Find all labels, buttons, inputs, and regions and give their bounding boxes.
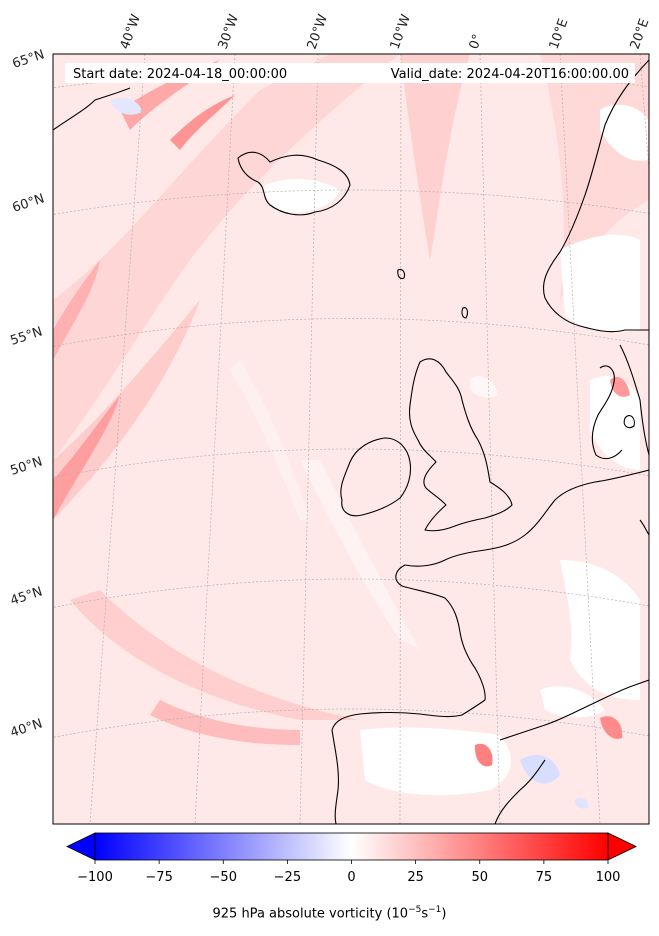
coastline-greenland	[53, 87, 131, 131]
start-date-label: Start date: 2024-04-18_00:00:00	[73, 67, 287, 82]
lat-label-55n: 55°N	[9, 324, 45, 348]
colorbar-label-close: )	[441, 906, 447, 922]
vorticity-streak	[53, 260, 100, 360]
near-zero-patch	[360, 727, 511, 796]
coastline-faroes	[397, 268, 406, 280]
vorticity-band	[230, 360, 310, 520]
longitude-labels: 40°W 30°W 20°W 10°W 0° 10°E 20°E	[118, 12, 653, 51]
colorbar-extend-low	[66, 832, 96, 861]
colorbar-label-text: 925 hPa absolute vorticity (10	[212, 906, 409, 922]
lon-label-0: 0°	[467, 32, 486, 51]
coastline-iceland	[237, 151, 351, 216]
meridian-20w	[299, 54, 319, 824]
valid-date-label: Valid_date: 2024-04-20T16:00:00.00	[391, 67, 629, 82]
lat-label-65n: 65°N	[11, 47, 47, 71]
meridian-10w	[399, 54, 402, 824]
colorbar-gradient	[95, 833, 608, 860]
vorticity-streak	[53, 395, 120, 520]
lat-label-40n: 40°N	[9, 716, 45, 740]
lat-label-60n: 60°N	[11, 191, 47, 215]
coastline-sweden	[619, 344, 649, 456]
near-zero-patch	[560, 234, 640, 332]
coastline-spain-east	[494, 759, 546, 824]
near-zero-patch	[470, 375, 498, 398]
coastline-shetland	[461, 307, 468, 319]
colorbar-tick-label: 0	[347, 870, 355, 885]
coastline-portugal	[331, 729, 339, 824]
latitude-labels: 65°N 60°N 55°N 50°N 45°N 40°N	[9, 47, 47, 740]
coastline-norway	[542, 59, 649, 333]
coastline-denmark	[591, 365, 623, 460]
vorticity-band	[53, 54, 400, 460]
coastline-baltic	[639, 519, 649, 536]
colorbar-tick-label: −50	[210, 870, 237, 885]
lon-label-20e: 20°E	[628, 17, 653, 52]
near-zero-patch	[590, 376, 640, 470]
vorticity-band	[150, 700, 300, 745]
colorbar: −100 −75 −50 −25 0 25 50 75 100	[66, 832, 637, 885]
meridian-10e	[559, 54, 601, 824]
map-panel: Start date: 2024-04-18_00:00:00 Valid_da…	[52, 53, 650, 825]
vorticity-minimum	[574, 797, 589, 809]
vorticity-minimum	[520, 755, 560, 784]
colorbar-tick-label: 50	[471, 870, 488, 885]
vorticity-maximum	[610, 376, 630, 397]
near-zero-patch	[264, 178, 340, 213]
colorbar-tick-label: 75	[536, 870, 553, 885]
vorticity-band	[53, 300, 200, 520]
near-zero-patch	[540, 686, 605, 718]
meridian-40w	[89, 54, 146, 824]
meridian-30w	[194, 54, 236, 824]
lat-label-45n: 45°N	[9, 584, 45, 608]
parallel-50n	[53, 448, 649, 478]
header-box	[65, 63, 635, 83]
vorticity-maximum	[600, 716, 623, 739]
coastline-great-britain	[408, 358, 513, 532]
vorticity-maximum	[474, 743, 493, 767]
lon-label-10w: 10°W	[388, 12, 414, 51]
lon-label-10e: 10°E	[547, 17, 572, 52]
parallel-40n	[53, 708, 649, 738]
meridian-0	[479, 54, 501, 824]
coastline-mediterranean	[499, 679, 649, 741]
colorbar-tick-label: −25	[274, 870, 301, 885]
vorticity-band	[300, 460, 420, 650]
coastlines	[53, 59, 649, 824]
vorticity-field	[53, 54, 649, 809]
parallel-45n	[53, 578, 649, 608]
vorticity-streak	[170, 95, 235, 150]
vorticity-band	[70, 590, 360, 720]
colorbar-label-exponent-2: −1	[428, 905, 442, 915]
coastline-france	[331, 469, 649, 731]
colorbar-tick-label: −75	[145, 870, 172, 885]
lon-label-20w: 20°W	[305, 12, 331, 51]
map-frame	[52, 53, 650, 825]
colorbar-label: 925 hPa absolute vorticity (10−5s−1)	[0, 905, 659, 921]
near-zero-patch	[600, 104, 648, 161]
vorticity-minimum	[110, 98, 142, 115]
colorbar-label-unit: s	[421, 906, 429, 922]
colorbar-tick-label: −100	[77, 870, 113, 885]
lon-label-40w: 40°W	[118, 12, 144, 51]
vorticity-band	[400, 54, 470, 260]
colorbar-extend-high	[607, 832, 637, 861]
lat-label-50n: 50°N	[9, 454, 45, 478]
colorbar-ticks: −100 −75 −50 −25 0 25 50 75 100	[77, 860, 620, 885]
coastline-island	[623, 415, 635, 429]
lon-label-30w: 30°W	[216, 12, 242, 51]
colorbar-tick-label: 25	[407, 870, 424, 885]
coastline-ireland	[340, 437, 412, 517]
parallel-55n	[53, 318, 649, 347]
colorbar-label-exponent-1: −5	[408, 905, 422, 915]
colorbar-tick-label: 100	[596, 870, 621, 885]
